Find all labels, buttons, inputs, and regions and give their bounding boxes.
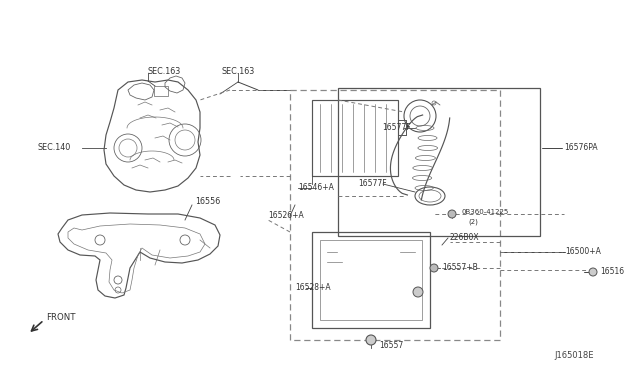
Circle shape xyxy=(413,287,423,297)
Text: J165018E: J165018E xyxy=(554,352,593,360)
Bar xyxy=(320,240,422,320)
Circle shape xyxy=(589,268,597,276)
Text: 16577F: 16577F xyxy=(358,180,387,189)
Text: 16526+A: 16526+A xyxy=(268,212,304,221)
Text: 16500+A: 16500+A xyxy=(565,247,601,257)
Text: SEC.163: SEC.163 xyxy=(222,67,255,76)
Text: 16557: 16557 xyxy=(379,341,403,350)
Text: 16528+A: 16528+A xyxy=(295,283,331,292)
Bar xyxy=(312,232,430,328)
Text: 16577F: 16577F xyxy=(382,124,411,132)
Circle shape xyxy=(430,264,438,272)
Text: 16556: 16556 xyxy=(195,198,220,206)
Text: 16546+A: 16546+A xyxy=(298,183,334,192)
Text: SEC.140: SEC.140 xyxy=(38,144,71,153)
Text: 16516: 16516 xyxy=(600,267,624,276)
Bar xyxy=(154,86,168,96)
Text: 0B360-41225: 0B360-41225 xyxy=(462,209,509,215)
Text: 16557+B: 16557+B xyxy=(442,263,477,273)
Bar xyxy=(312,100,398,176)
Text: 16576PA: 16576PA xyxy=(564,144,598,153)
Text: FRONT: FRONT xyxy=(46,314,76,323)
Bar xyxy=(338,88,540,236)
Circle shape xyxy=(366,335,376,345)
Circle shape xyxy=(448,210,456,218)
Text: 226B0X: 226B0X xyxy=(450,234,479,243)
Text: (2): (2) xyxy=(468,219,478,225)
Bar xyxy=(290,90,500,340)
Text: SEC.163: SEC.163 xyxy=(148,67,181,76)
